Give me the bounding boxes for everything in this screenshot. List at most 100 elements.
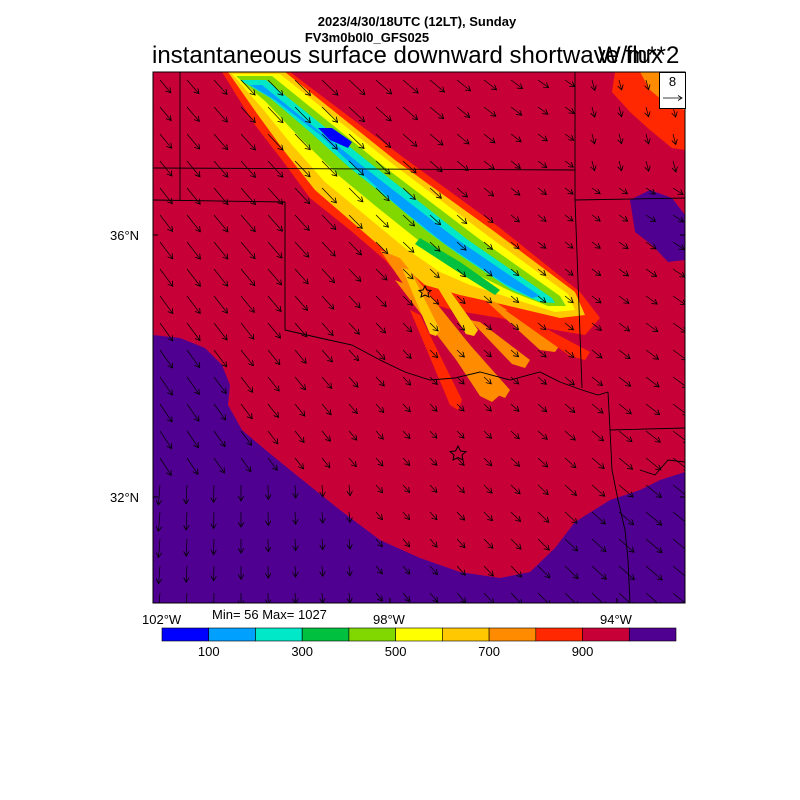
wind-vector — [618, 349, 630, 359]
wind-vector — [321, 322, 333, 336]
wind-vector — [456, 484, 464, 493]
wind-vector — [159, 268, 173, 286]
wind-vector — [645, 403, 660, 415]
wind-vector — [429, 322, 438, 331]
city-marker — [448, 444, 468, 461]
wind-vector — [672, 349, 685, 360]
wind-vector — [159, 241, 173, 259]
wind-vector — [672, 322, 685, 332]
wind-vector — [537, 511, 549, 522]
wind-vector — [186, 160, 200, 177]
wind-vector — [159, 106, 171, 121]
wind-vector — [240, 241, 255, 259]
colorbar-swatch — [255, 627, 303, 642]
wind-vector — [564, 484, 576, 495]
wind-vector — [186, 214, 200, 232]
wind-vector — [483, 268, 492, 276]
wind-vector — [591, 241, 600, 248]
colorbar-swatch — [208, 627, 256, 642]
wind-vector — [213, 241, 228, 259]
wind-vector — [240, 322, 254, 339]
wind-vector — [645, 376, 659, 387]
wind-vector — [213, 295, 227, 313]
wind-vector — [294, 79, 311, 95]
wind-vector — [240, 187, 255, 205]
wind-vector — [537, 430, 547, 439]
wind-vector — [213, 79, 227, 94]
wind-vector — [483, 295, 492, 303]
wind-vector — [483, 457, 492, 466]
wind-vector — [321, 376, 332, 388]
map-units: W/m**2 — [598, 42, 680, 69]
wind-vector — [591, 565, 606, 579]
wind-vector — [321, 349, 332, 362]
wind-vector — [402, 295, 412, 305]
wind-vector — [213, 106, 227, 122]
wind-vector — [672, 592, 685, 603]
city-marker — [417, 284, 433, 298]
wind-vector — [429, 133, 443, 145]
wind-vector — [402, 376, 411, 385]
wind-vector — [348, 403, 357, 414]
wind-vector — [510, 349, 519, 357]
wind-vector — [483, 376, 491, 384]
colorbar-swatch — [535, 627, 583, 642]
wind-vector — [618, 376, 631, 386]
wind-vector — [429, 565, 437, 575]
wind-vector — [213, 268, 228, 286]
wind-vector — [402, 565, 410, 574]
wind-vector — [537, 349, 546, 357]
wind-vector — [295, 484, 296, 498]
wind-vector — [159, 187, 172, 204]
wind-vector — [240, 106, 255, 123]
wind-vector — [646, 133, 649, 144]
wind-vector — [592, 160, 595, 171]
wind-vector — [186, 457, 198, 474]
wind-vector — [402, 349, 411, 358]
wind-vector — [159, 295, 173, 314]
wind-vector — [564, 538, 578, 551]
wind-vector — [537, 484, 548, 495]
wind-vector — [348, 133, 364, 148]
wind-vector — [186, 430, 198, 448]
wind-vector — [375, 565, 382, 574]
axis-ticks — [153, 234, 685, 603]
wind-vector — [159, 133, 172, 148]
header-model: FV3m0b0l0_GFS025 — [304, 30, 430, 45]
wind-vector — [456, 187, 467, 197]
wind-vector — [375, 511, 382, 520]
wind-vector — [321, 295, 334, 309]
wind-vector — [158, 592, 161, 603]
wind-vector — [159, 538, 160, 557]
wind-vector — [295, 511, 296, 524]
wind-vector — [456, 511, 465, 520]
wind-vector — [322, 538, 323, 550]
wind-vector — [591, 430, 604, 441]
wind-vector — [672, 187, 683, 194]
wind-vector — [429, 376, 437, 384]
wind-vector — [348, 241, 362, 255]
wind-vector — [429, 538, 437, 547]
wind-vector — [375, 106, 391, 121]
wind-vector — [591, 295, 601, 303]
wind-vector — [564, 322, 573, 330]
wind-vector — [294, 403, 305, 416]
wind-vector — [510, 106, 522, 115]
wind-vector — [294, 295, 308, 310]
high-flux-region-east — [630, 190, 685, 262]
wind-vector — [456, 592, 466, 603]
wind-vector — [483, 484, 492, 493]
wind-vector — [186, 403, 199, 421]
wind-vector — [510, 484, 520, 494]
wind-vector — [618, 187, 627, 194]
wind-vector — [483, 511, 492, 521]
colorbar-swatch — [488, 627, 537, 642]
wind-vector — [213, 133, 228, 150]
wind-vector — [591, 268, 601, 276]
wind-vector — [294, 268, 308, 284]
wind-vector — [429, 268, 439, 278]
wind-vector — [672, 214, 684, 222]
wind-vector — [321, 403, 331, 415]
wind-vector — [159, 322, 173, 341]
wind-vector — [672, 403, 685, 415]
